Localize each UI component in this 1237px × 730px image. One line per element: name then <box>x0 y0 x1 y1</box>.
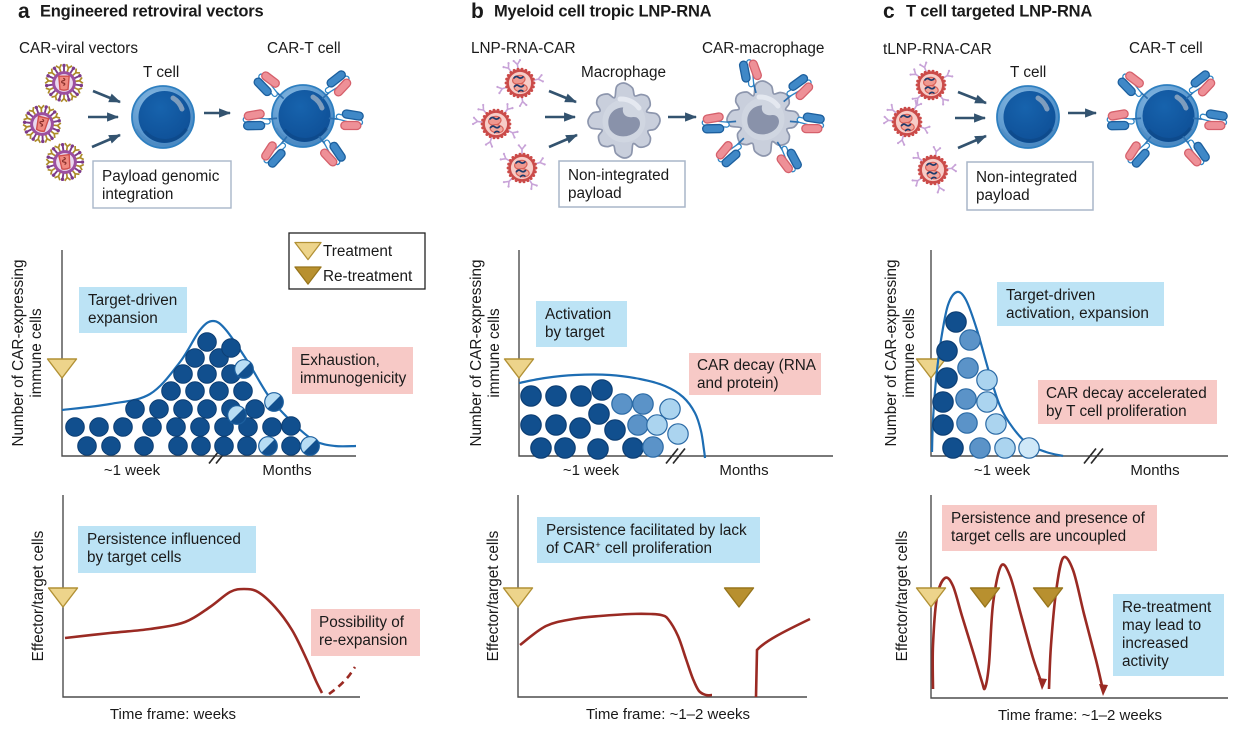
svg-text:integration: integration <box>102 186 173 203</box>
svg-text:immune cells: immune cells <box>486 308 503 398</box>
svg-text:Number of CAR-expressing: Number of CAR-expressing <box>10 259 27 446</box>
svg-text:Months: Months <box>262 462 311 479</box>
svg-text:Non-integrated: Non-integrated <box>976 169 1077 186</box>
svg-text:Effector/target cells: Effector/target cells <box>485 530 502 661</box>
svg-text:a: a <box>18 0 30 23</box>
svg-text:CAR-T cell: CAR-T cell <box>1129 40 1203 57</box>
svg-text:~1 week: ~1 week <box>104 462 161 479</box>
svg-text:Possibility of: Possibility of <box>319 614 405 631</box>
svg-text:immune cells: immune cells <box>901 308 918 398</box>
svg-text:Number of CAR-expressing: Number of CAR-expressing <box>468 259 485 446</box>
svg-text:Months: Months <box>719 462 768 479</box>
svg-text:immunogenicity: immunogenicity <box>300 370 407 387</box>
svg-text:Effector/target cells: Effector/target cells <box>30 530 47 661</box>
svg-text:Re-treatment: Re-treatment <box>1122 599 1212 616</box>
svg-text:Months: Months <box>1130 462 1179 479</box>
svg-text:expansion: expansion <box>88 310 158 327</box>
svg-text:activity: activity <box>1122 653 1169 670</box>
svg-text:Time frame: ~1–2 weeks: Time frame: ~1–2 weeks <box>998 707 1162 724</box>
svg-text:CAR-T cell: CAR-T cell <box>267 40 341 57</box>
svg-text:Engineered retroviral vectors: Engineered retroviral vectors <box>40 3 263 21</box>
svg-text:CAR decay accelerated: CAR decay accelerated <box>1046 385 1207 402</box>
svg-text:Persistence influenced: Persistence influenced <box>87 531 241 548</box>
svg-text:b: b <box>471 0 484 23</box>
svg-text:Number of CAR-expressing: Number of CAR-expressing <box>883 259 900 446</box>
svg-text:may lead to: may lead to <box>1122 617 1201 634</box>
svg-text:Exhaustion,: Exhaustion, <box>300 352 380 369</box>
svg-text:Activation: Activation <box>545 306 611 323</box>
svg-text:increased: increased <box>1122 635 1188 652</box>
svg-text:Re-treatment: Re-treatment <box>323 268 413 285</box>
svg-text:LNP-RNA-CAR: LNP-RNA-CAR <box>471 40 576 57</box>
svg-text:~1 week: ~1 week <box>974 462 1031 479</box>
svg-text:by target: by target <box>545 324 605 341</box>
svg-text:CAR-viral vectors: CAR-viral vectors <box>19 40 138 57</box>
svg-text:immune cells: immune cells <box>28 308 45 398</box>
svg-text:Non-integrated: Non-integrated <box>568 167 669 184</box>
svg-text:T cell targeted LNP-RNA: T cell targeted LNP-RNA <box>906 3 1092 21</box>
svg-text:Target-driven: Target-driven <box>88 292 177 309</box>
svg-text:Persistence and presence of: Persistence and presence of <box>951 510 1146 527</box>
svg-text:tLNP-RNA-CAR: tLNP-RNA-CAR <box>883 41 992 58</box>
svg-text:Time frame: ~1–2 weeks: Time frame: ~1–2 weeks <box>586 706 750 723</box>
svg-text:CAR decay (RNA: CAR decay (RNA <box>697 357 817 374</box>
svg-text:of CAR+ cell proliferation: of CAR+ cell proliferation <box>546 540 712 557</box>
svg-text:CAR-macrophage: CAR-macrophage <box>702 40 824 57</box>
svg-text:Persistence facilitated by lac: Persistence facilitated by lack <box>546 522 747 539</box>
svg-text:by T cell proliferation: by T cell proliferation <box>1046 403 1187 420</box>
svg-text:c: c <box>883 0 895 23</box>
svg-text:T cell: T cell <box>143 64 179 81</box>
svg-text:and protein): and protein) <box>697 375 779 392</box>
svg-text:re-expansion: re-expansion <box>319 632 407 649</box>
svg-text:Myeloid cell tropic LNP-RNA: Myeloid cell tropic LNP-RNA <box>494 3 712 21</box>
svg-text:Payload genomic: Payload genomic <box>102 168 220 185</box>
svg-text:by target cells: by target cells <box>87 549 182 566</box>
svg-text:Target-driven: Target-driven <box>1006 287 1095 304</box>
svg-text:activation, expansion: activation, expansion <box>1006 305 1149 322</box>
svg-text:payload: payload <box>976 187 1030 204</box>
svg-text:~1 week: ~1 week <box>563 462 620 479</box>
svg-text:Macrophage: Macrophage <box>581 64 666 81</box>
svg-text:T cell: T cell <box>1010 64 1046 81</box>
svg-text:target cells are uncoupled: target cells are uncoupled <box>951 528 1126 545</box>
svg-text:Time frame: weeks: Time frame: weeks <box>110 706 236 723</box>
svg-text:payload: payload <box>568 185 622 202</box>
svg-text:Treatment: Treatment <box>323 243 393 260</box>
svg-text:Effector/target cells: Effector/target cells <box>894 530 911 661</box>
